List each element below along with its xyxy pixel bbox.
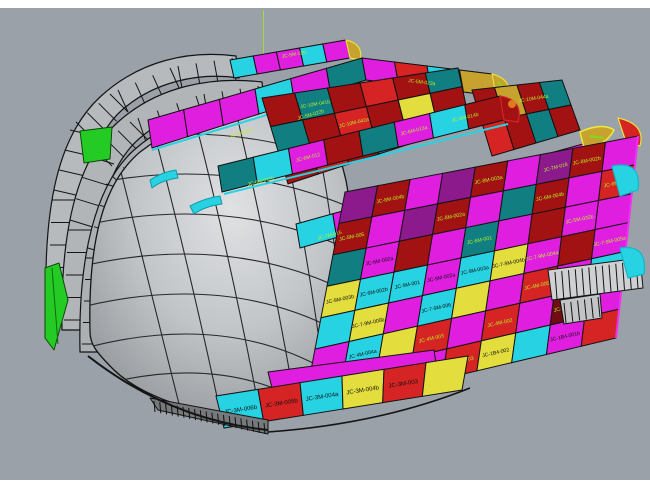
- panel-label: JC-3M-003: [388, 379, 419, 390]
- panel-label: JC-10M-041b: [300, 99, 331, 110]
- hull-mesh-line: [117, 159, 181, 409]
- panel-cyan-sliver[interactable]: [149, 169, 179, 189]
- cyan-flap[interactable]: [611, 164, 640, 197]
- panel-label: JC-6M-002a: [365, 256, 394, 268]
- panel-label: JC-8M-005: [339, 232, 365, 243]
- hull-bottom-edge: [267, 387, 471, 433]
- panel-cyan-sliver[interactable]: [189, 195, 223, 215]
- cyan-flap[interactable]: [619, 246, 646, 279]
- panel-label: JC-3M-006b: [224, 405, 258, 416]
- panel-label: JC-8M-003a: [474, 175, 503, 186]
- panel-label: JC-9M-002a: [427, 272, 456, 284]
- hull-mesh-line: [89, 333, 327, 371]
- hull-bottom-edge: [87, 355, 269, 431]
- panel-cell[interactable]: [421, 355, 469, 397]
- panel-label: JC-6M-012: [295, 152, 321, 164]
- ear-streak: [589, 135, 605, 139]
- panel-label: JC-9M-003a: [460, 265, 489, 277]
- panel-cell[interactable]: [252, 51, 282, 75]
- panel-label: JC-3M-005b: [265, 398, 299, 409]
- panel-cell[interactable]: [548, 104, 581, 138]
- hull-mesh-line: [195, 123, 263, 417]
- panel-label: JC-9M-002b: [359, 287, 388, 299]
- frame-bottom: [0, 480, 650, 488]
- panel-label: JC-8M-002b: [572, 156, 601, 167]
- strip-label: JC-5M-023a: [408, 78, 436, 87]
- panel-cell[interactable]: [322, 39, 351, 63]
- panel-cell[interactable]: [229, 55, 258, 79]
- strip-label: JC-5M-020: [281, 50, 307, 60]
- panel-label: JC-9M-003b: [326, 294, 355, 306]
- panel-label: JC-9M-001: [394, 280, 420, 291]
- green-sliver-seam: [51, 267, 59, 345]
- panel-label: JC-10M-044a: [518, 94, 549, 105]
- panel-label: JC-6M-001: [466, 235, 492, 246]
- panel-label: JC-8M-002a: [436, 212, 465, 224]
- panel-label: JC-3M-004b: [346, 385, 380, 396]
- cap-dot: [508, 100, 516, 108]
- panel-label: JC-4M-003: [418, 333, 444, 345]
- gray-batten-band[interactable]: [547, 257, 644, 301]
- ribbon-1: [229, 39, 351, 79]
- frame-top: [0, 0, 650, 8]
- batten-lines-small: [563, 296, 601, 324]
- panel-label: JC-5M-032b: [565, 214, 594, 226]
- panel-label: JC-8M-004b: [376, 194, 405, 205]
- ribbon-3-cyan-edge: [223, 123, 509, 195]
- hull-mesh-line: [89, 253, 345, 291]
- panel-label: JC-3M-004a: [305, 392, 339, 403]
- panel-green[interactable]: [79, 126, 113, 164]
- hull-mesh-line: [89, 293, 337, 331]
- bottom-panel-row: JC-3M-006b JC-3M-005b JC-3M-004a JC-3M-004b…: [215, 355, 469, 429]
- panel-green-sliver[interactable]: [44, 262, 69, 351]
- panel-label: JC-4M-002: [487, 318, 513, 330]
- band-outer-ticks: [117, 67, 181, 113]
- panel-label: JC-6M-004b: [536, 192, 565, 204]
